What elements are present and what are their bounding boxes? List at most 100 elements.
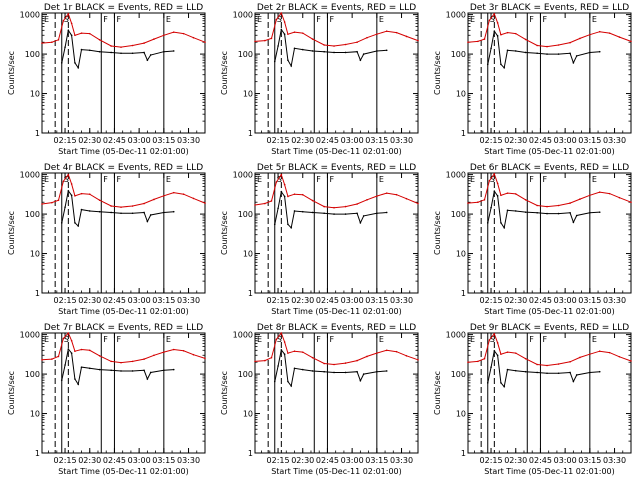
y-tick-label: 10 — [30, 410, 40, 419]
lld-point — [153, 354, 155, 357]
lld-point — [467, 202, 469, 204]
x-tick-label: 02:45 — [529, 296, 552, 305]
lld-point — [264, 359, 266, 362]
events-point — [172, 210, 175, 213]
events-point — [287, 223, 289, 226]
events-point — [163, 211, 165, 214]
events-point — [277, 45, 279, 47]
x-tick-label: 03:30 — [177, 296, 200, 305]
event-marker-label: F — [316, 175, 321, 184]
x-tick-label: 03:00 — [554, 456, 577, 465]
lld-series-line — [254, 173, 419, 209]
event-marker-label: E — [44, 335, 49, 344]
lld-point — [88, 193, 91, 195]
lld-point — [283, 341, 286, 343]
event-marker-label: F — [116, 335, 121, 344]
lld-point — [524, 357, 527, 360]
lld-point — [506, 351, 509, 353]
event-marker-label: S — [64, 335, 69, 344]
y-tick-label: 100 — [238, 370, 253, 379]
detector-chart: Det 3r BLACK = Events, RED = LLD 1 10 100 10… — [433, 3, 632, 156]
lld-point — [204, 357, 206, 360]
events-point — [77, 383, 80, 386]
events-point — [120, 52, 122, 55]
lld-point — [323, 44, 325, 46]
events-point — [172, 368, 175, 371]
lld-point — [405, 35, 408, 38]
events-point — [493, 190, 496, 193]
lld-point — [496, 22, 499, 24]
events-point — [589, 51, 591, 54]
x-tick-label: 03:15 — [152, 456, 175, 465]
events-point — [496, 35, 499, 37]
y-tick-label: 1 — [461, 449, 466, 458]
events-point — [496, 354, 499, 357]
lld-point — [488, 179, 491, 182]
events-point — [524, 370, 527, 373]
lld-point — [51, 358, 53, 360]
lld-point — [182, 193, 185, 195]
events-point — [323, 370, 325, 373]
lld-point — [483, 357, 486, 360]
x-tick-label: 02:30 — [78, 296, 101, 305]
lld-point — [536, 363, 538, 366]
y-tick-label: 1 — [461, 129, 466, 138]
lld-point — [579, 198, 581, 200]
lld-point — [98, 39, 101, 41]
lld-point — [62, 337, 65, 340]
events-point — [486, 63, 489, 66]
x-axis-label: Start Time (05-Dec-11 02:01:00) — [58, 467, 189, 476]
lld-point — [280, 12, 283, 14]
lld-point — [630, 360, 632, 362]
lld-point — [301, 32, 304, 34]
x-tick-label: 02:15 — [480, 456, 503, 465]
events-point — [376, 370, 378, 373]
events-point — [524, 211, 527, 213]
lld-point — [366, 199, 368, 201]
events-point — [283, 195, 286, 198]
events-point — [356, 50, 358, 53]
event-marker-label: F — [316, 15, 321, 24]
events-point — [163, 369, 165, 372]
y-axis-label: Counts/sec — [433, 211, 442, 255]
events-point — [362, 215, 365, 217]
events-point — [70, 34, 73, 37]
detector-panel: Det 4r BLACK = Events, RED = LLD 1 10 100 10… — [0, 160, 213, 320]
lld-point — [182, 32, 185, 35]
events-point — [277, 365, 279, 367]
events-point — [149, 54, 152, 56]
events-point — [67, 29, 70, 32]
lld-point — [630, 201, 632, 204]
chart-title: Det 7r BLACK = Events, RED = LLD — [44, 323, 203, 333]
plot-frame — [467, 172, 632, 294]
event-marker-label: S — [277, 175, 282, 184]
event-marker-label: E — [44, 175, 49, 184]
lld-point — [293, 350, 296, 353]
event-marker-label: F — [116, 175, 121, 184]
events-point — [74, 378, 76, 380]
chart-title: Det 1r BLACK = Events, RED = LLD — [44, 3, 203, 13]
x-tick-label: 03:15 — [578, 136, 601, 145]
lld-point — [500, 194, 502, 197]
events-point — [290, 65, 293, 67]
lld-point — [120, 206, 122, 208]
lld-point — [270, 356, 273, 359]
y-tick-label: 1000 — [233, 171, 253, 180]
lld-point — [62, 19, 65, 22]
events-point — [293, 47, 296, 50]
events-point — [333, 213, 335, 215]
events-point — [546, 212, 548, 215]
x-tick-label: 03:30 — [603, 456, 626, 465]
events-point — [64, 364, 66, 366]
lld-point — [546, 205, 548, 208]
events-point — [376, 212, 378, 215]
lld-point — [598, 350, 601, 353]
lld-point — [131, 44, 134, 47]
events-point — [575, 55, 578, 57]
events-point — [60, 222, 63, 224]
events-point — [500, 63, 502, 66]
events-point — [74, 62, 76, 64]
lld-point — [483, 38, 486, 40]
events-point — [110, 369, 112, 372]
lld-point — [301, 351, 304, 353]
